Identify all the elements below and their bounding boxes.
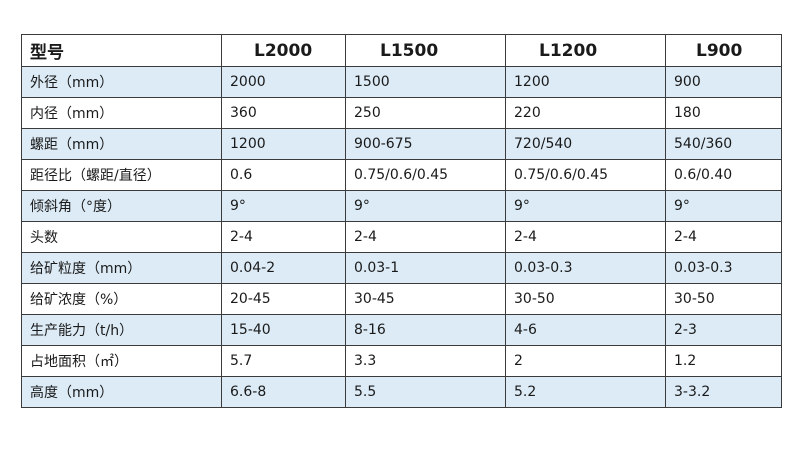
table-cell: 0.03-0.3 [665,252,782,284]
table-cell: 900 [665,66,782,98]
table-row: 占地面积（㎡） 5.7 3.3 2 1.2 [21,345,782,377]
table-cell: 6.6-8 [221,376,346,408]
table-cell: 8-16 [345,314,506,346]
table-cell: 180 [665,97,782,129]
table-cell: 30-50 [505,283,666,315]
table-cell: 2000 [221,66,346,98]
table-cell: 2-4 [345,221,506,253]
table-row: 生产能力（t/h） 15-40 8-16 4-6 2-3 [21,314,782,346]
row-label: 头数 [21,221,222,253]
header-row: 型号 L2000 L1500 L1200 L900 [21,34,782,67]
row-label: 倾斜角（°度） [21,190,222,222]
table-row: 给矿粒度（mm） 0.04-2 0.03-1 0.03-0.3 0.03-0.3 [21,252,782,284]
table-cell: 0.04-2 [221,252,346,284]
spec-table-body: 外径（mm） 2000 1500 1200 900 内径（mm） 360 250 220 180 螺… [21,66,782,408]
table-row: 距径比（螺距/直径） 0.6 0.75/0.6/0.45 0.75/0.6/0.45 0… [21,159,782,191]
row-label: 高度（mm） [21,376,222,408]
table-row: 外径（mm） 2000 1500 1200 900 [21,66,782,98]
row-label: 占地面积（㎡） [21,345,222,377]
table-cell: 1200 [221,128,346,160]
row-label: 螺距（mm） [21,128,222,160]
table-cell: 1.2 [665,345,782,377]
table-row: 螺距（mm） 1200 900-675 720/540 540/360 [21,128,782,160]
table-cell: 30-50 [665,283,782,315]
table-cell: 5.2 [505,376,666,408]
table-cell: 2-4 [665,221,782,253]
table-cell: 3.3 [345,345,506,377]
table-cell: 1200 [505,66,666,98]
table-cell: 30-45 [345,283,506,315]
model-header-l900: L900 [665,34,782,67]
table-cell: 0.75/0.6/0.45 [345,159,506,191]
row-label: 内径（mm） [21,97,222,129]
table-cell: 0.75/0.6/0.45 [505,159,666,191]
table-cell: 9° [221,190,346,222]
table-cell: 220 [505,97,666,129]
table-cell: 3-3.2 [665,376,782,408]
table-cell: 720/540 [505,128,666,160]
table-cell: 0.6 [221,159,346,191]
model-header-l1500: L1500 [345,34,506,67]
table-cell: 2-3 [665,314,782,346]
table-cell: 4-6 [505,314,666,346]
table-cell: 2-4 [221,221,346,253]
table-cell: 5.5 [345,376,506,408]
table-cell: 9° [345,190,506,222]
table-cell: 1500 [345,66,506,98]
table-cell: 0.03-0.3 [505,252,666,284]
table-cell: 20-45 [221,283,346,315]
table-cell: 250 [345,97,506,129]
table-cell: 0.6/0.40 [665,159,782,191]
table-cell: 9° [505,190,666,222]
row-label: 生产能力（t/h） [21,314,222,346]
table-row: 给矿浓度（%） 20-45 30-45 30-50 30-50 [21,283,782,315]
table-cell: 5.7 [221,345,346,377]
table-cell: 2 [505,345,666,377]
table-row: 倾斜角（°度） 9° 9° 9° 9° [21,190,782,222]
header-label-cell: 型号 [21,34,222,67]
spec-table: 型号 L2000 L1500 L1200 L900 外径（mm） 2000 1500… [21,34,782,408]
table-cell: 540/360 [665,128,782,160]
row-label: 外径（mm） [21,66,222,98]
table-cell: 2-4 [505,221,666,253]
table-cell: 360 [221,97,346,129]
row-label: 距径比（螺距/直径） [21,159,222,191]
table-cell: 15-40 [221,314,346,346]
table-row: 高度（mm） 6.6-8 5.5 5.2 3-3.2 [21,376,782,408]
row-label: 给矿浓度（%） [21,283,222,315]
table-row: 头数 2-4 2-4 2-4 2-4 [21,221,782,253]
model-header-l2000: L2000 [221,34,346,67]
row-label: 给矿粒度（mm） [21,252,222,284]
table-cell: 900-675 [345,128,506,160]
table-cell: 0.03-1 [345,252,506,284]
model-header-l1200: L1200 [505,34,666,67]
table-cell: 9° [665,190,782,222]
table-row: 内径（mm） 360 250 220 180 [21,97,782,129]
